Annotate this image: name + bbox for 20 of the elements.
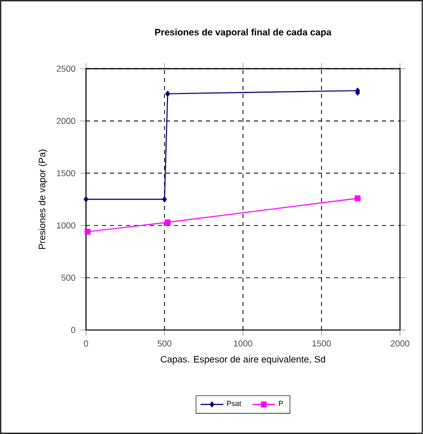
x-tick-label: 0 (84, 340, 88, 347)
x-axis-title: Capas. Espesor de aire equivalente, Sd (160, 356, 326, 364)
point (165, 90, 170, 97)
point (162, 196, 167, 202)
y-tick-label: 0 (71, 326, 76, 334)
point (164, 219, 171, 226)
x-tick-label: 1500 (312, 340, 331, 347)
point (354, 195, 361, 202)
y-tick-label: 2500 (56, 66, 76, 72)
y-tick-label: 500 (61, 274, 76, 281)
y-tick-label: 1000 (56, 222, 76, 229)
chart-title: Presiones de vaporal final de cada capa (155, 28, 332, 38)
x-tick-label: 1000 (234, 340, 252, 347)
y-tick-label: 2000 (56, 118, 76, 124)
y-tick-label: 1500 (56, 170, 76, 176)
x-tick-label: 2000 (390, 340, 410, 347)
y-axis-title: Presiones de vapor (Pa) (38, 150, 48, 249)
x-tick-label: 500 (158, 340, 172, 347)
point (84, 196, 88, 202)
point (84, 228, 91, 235)
